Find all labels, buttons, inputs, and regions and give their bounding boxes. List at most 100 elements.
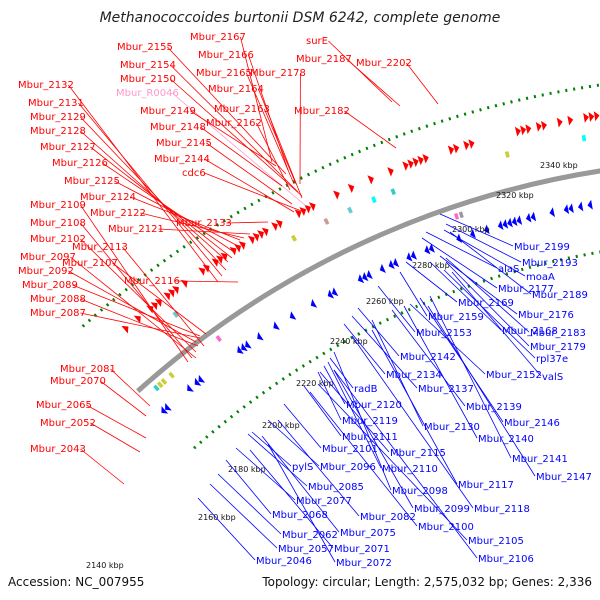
- feature-62: [458, 211, 464, 219]
- connector-reverse: [377, 285, 416, 333]
- gene-label-reverse: Mbur_2189: [532, 290, 588, 301]
- feature-61: [470, 228, 476, 239]
- feature-96: [271, 222, 278, 232]
- connector-reverse: [391, 309, 466, 407]
- feature-130: [121, 325, 129, 334]
- connector-forward: [204, 158, 295, 213]
- gene-label-reverse: Mbur_2130: [424, 422, 480, 433]
- feature-123: [150, 302, 158, 311]
- gene-label-forward: Mbur_2163: [214, 104, 270, 115]
- feature-47: [514, 126, 521, 137]
- feature-38: [577, 201, 584, 212]
- feature-98: [261, 227, 269, 237]
- gene-label-forward: Mbur_2133: [176, 218, 232, 229]
- gene-label-forward: Mbur_2154: [120, 60, 176, 71]
- gene-label-reverse: Mbur_2119: [342, 416, 398, 427]
- connector-forward: [158, 228, 251, 235]
- feature-116: [180, 279, 188, 288]
- connector-reverse: [429, 261, 502, 331]
- connector-reverse: [309, 391, 418, 527]
- gene-label-reverse: Mbur_2152: [486, 370, 542, 381]
- map-title: Methanococcoides burtonii DSM 6242, comp…: [100, 10, 501, 26]
- feature-117: [215, 335, 222, 343]
- connector-reverse: [327, 361, 382, 469]
- feature-109: [211, 258, 219, 267]
- feature-44: [549, 207, 555, 218]
- connector-forward: [80, 448, 125, 485]
- feature-46: [520, 125, 527, 136]
- feature-75: [406, 252, 413, 262]
- feature-93: [327, 289, 335, 299]
- gene-label-forward: Mbur_2089: [22, 280, 78, 291]
- gene-label-reverse: Mbur_2101: [322, 444, 378, 455]
- feature-40: [568, 203, 574, 214]
- feature-107: [220, 252, 228, 262]
- gene-label-forward: Mbur_2126: [52, 158, 108, 169]
- gene-label-forward: Mbur_2109: [30, 200, 86, 211]
- connector-reverse: [399, 271, 428, 317]
- connector-forward: [78, 102, 223, 277]
- gene-label-forward: Mbur_2113: [72, 242, 128, 253]
- connector-reverse: [371, 329, 458, 485]
- feature-87: [323, 217, 330, 225]
- connector-forward: [114, 180, 239, 247]
- gene-label-reverse: Mbur_2169: [458, 298, 514, 309]
- connector-reverse: [329, 357, 354, 389]
- gene-label-forward: cdc6: [182, 168, 206, 179]
- gene-label-reverse: Mbur_2071: [334, 544, 390, 555]
- feature-63: [453, 212, 460, 220]
- connector-forward: [256, 122, 291, 191]
- gene-label-reverse: Mbur_2153: [416, 328, 472, 339]
- gene-label-forward: Mbur_2166: [198, 50, 254, 61]
- gene-label-forward: Mbur_2132: [18, 80, 74, 91]
- gene-label-forward: Mbur_2108: [30, 218, 86, 229]
- feature-88: [308, 202, 316, 212]
- connector-forward: [346, 58, 401, 107]
- feature-34: [583, 112, 589, 123]
- gene-label-forward: Mbur_2129: [30, 112, 86, 123]
- gene-label-reverse: moaA: [526, 272, 555, 283]
- feature-74: [410, 250, 417, 260]
- gene-label-reverse: Mbur_2159: [428, 312, 484, 323]
- feature-101: [247, 235, 255, 245]
- feature-35: [581, 134, 587, 142]
- gene-label-forward: Mbur_2202: [356, 58, 412, 69]
- connector-reverse: [403, 305, 478, 439]
- gene-label-reverse: Mbur_2139: [466, 402, 522, 413]
- connector-forward: [102, 162, 235, 253]
- feature-57: [463, 140, 470, 151]
- connector-reverse: [425, 231, 498, 269]
- feature-92: [331, 287, 339, 297]
- feature-39: [556, 117, 563, 128]
- gene-label-reverse: Mbur_2096: [320, 462, 376, 473]
- feature-126: [194, 377, 202, 386]
- gene-label-forward: Mbur_2043: [30, 444, 86, 455]
- gene-label-reverse: alaS: [498, 264, 519, 275]
- gene-label-forward: Mbur_2087: [30, 308, 86, 319]
- connector-forward: [206, 142, 293, 205]
- connector-forward: [140, 212, 245, 239]
- gene-label-forward: Mbur_2187: [296, 54, 352, 65]
- gene-label-reverse: Mbur_2142: [400, 352, 456, 363]
- connector-reverse: [251, 431, 292, 467]
- gene-label-reverse: Mbur_2140: [478, 434, 534, 445]
- feature-128: [187, 384, 194, 392]
- connector-reverse: [439, 255, 518, 315]
- connector-reverse: [261, 435, 340, 533]
- gene-label-reverse: Mbur_2134: [386, 370, 442, 381]
- feature-108: [216, 255, 223, 264]
- tick-label: 2200 kbp: [262, 421, 300, 430]
- feature-81: [379, 263, 386, 273]
- connector-reverse: [351, 335, 474, 509]
- connector-forward: [122, 246, 205, 347]
- gene-label-reverse: Mbur_2146: [504, 418, 560, 429]
- genome-summary-text: Topology: circular; Length: 2,575,032 bp…: [261, 575, 592, 589]
- feature-73: [390, 188, 397, 196]
- connector-forward: [406, 62, 439, 105]
- gene-label-forward: surE: [306, 36, 328, 47]
- connector-reverse: [267, 443, 336, 563]
- gene-label-reverse: Mbur_2168: [502, 326, 558, 337]
- feature-67: [412, 157, 419, 168]
- connector-reverse: [249, 449, 334, 549]
- tick-label: 2300 kbp: [452, 225, 490, 234]
